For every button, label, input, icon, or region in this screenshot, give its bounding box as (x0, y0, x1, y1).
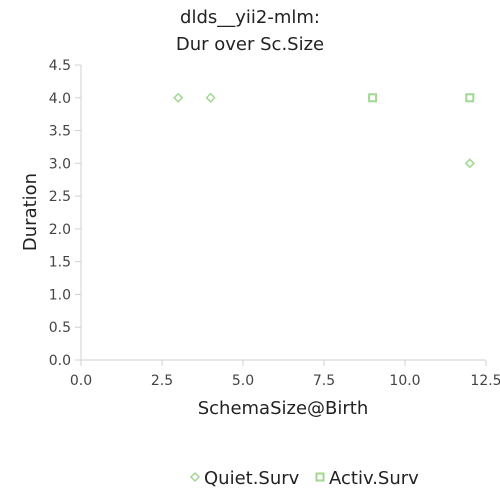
quiet-surv-point (205, 92, 216, 103)
x-tick-label: 10.0 (389, 373, 420, 389)
activ-surv-point (368, 93, 378, 103)
chart-title-line-1: dlds__yii2-mlm: (180, 7, 320, 28)
y-tick-label: 4.5 (49, 58, 71, 74)
y-tick-label: 0.5 (49, 320, 71, 336)
y-tick-label: 2.0 (49, 222, 71, 238)
y-axis-label: Duration (20, 173, 41, 251)
y-tick-label: 4.0 (49, 91, 71, 107)
y-tick-label: 1.0 (49, 287, 71, 303)
x-tick-label: 12.5 (470, 373, 500, 389)
legend: Quiet.Surv Activ.Surv (189, 468, 419, 489)
data-points (173, 92, 475, 169)
y-tick-label: 3.5 (49, 124, 71, 140)
quiet-surv-point (464, 158, 475, 169)
activ-surv-point (465, 93, 475, 103)
legend-marker-quiet-surv (189, 471, 201, 483)
y-tick-label: 0.0 (49, 353, 71, 369)
legend-marker-activ-surv (315, 472, 325, 482)
y-tick-label: 1.5 (49, 255, 71, 271)
legend-label-quiet-surv: Quiet.Surv (204, 468, 300, 489)
x-tick-label: 5.0 (232, 373, 254, 389)
y-tick-label: 2.5 (49, 189, 71, 205)
x-tick-label: 2.5 (151, 373, 173, 389)
x-tick-label: 0.0 (70, 373, 92, 389)
axes (75, 64, 487, 366)
x-axis-label: SchemaSize@Birth (198, 398, 369, 419)
quiet-surv-point (173, 92, 184, 103)
x-tick-label: 7.5 (313, 373, 335, 389)
legend-label-activ-surv: Activ.Surv (329, 468, 419, 489)
chart-title-line-2: Dur over Sc.Size (176, 34, 324, 55)
y-tick-label: 3.0 (49, 156, 71, 172)
tick-labels: 0.0 0.5 1.0 1.5 2.0 2.5 3.0 3.5 4.0 4.5 0.0 2.5 5.0 7… (49, 58, 500, 389)
